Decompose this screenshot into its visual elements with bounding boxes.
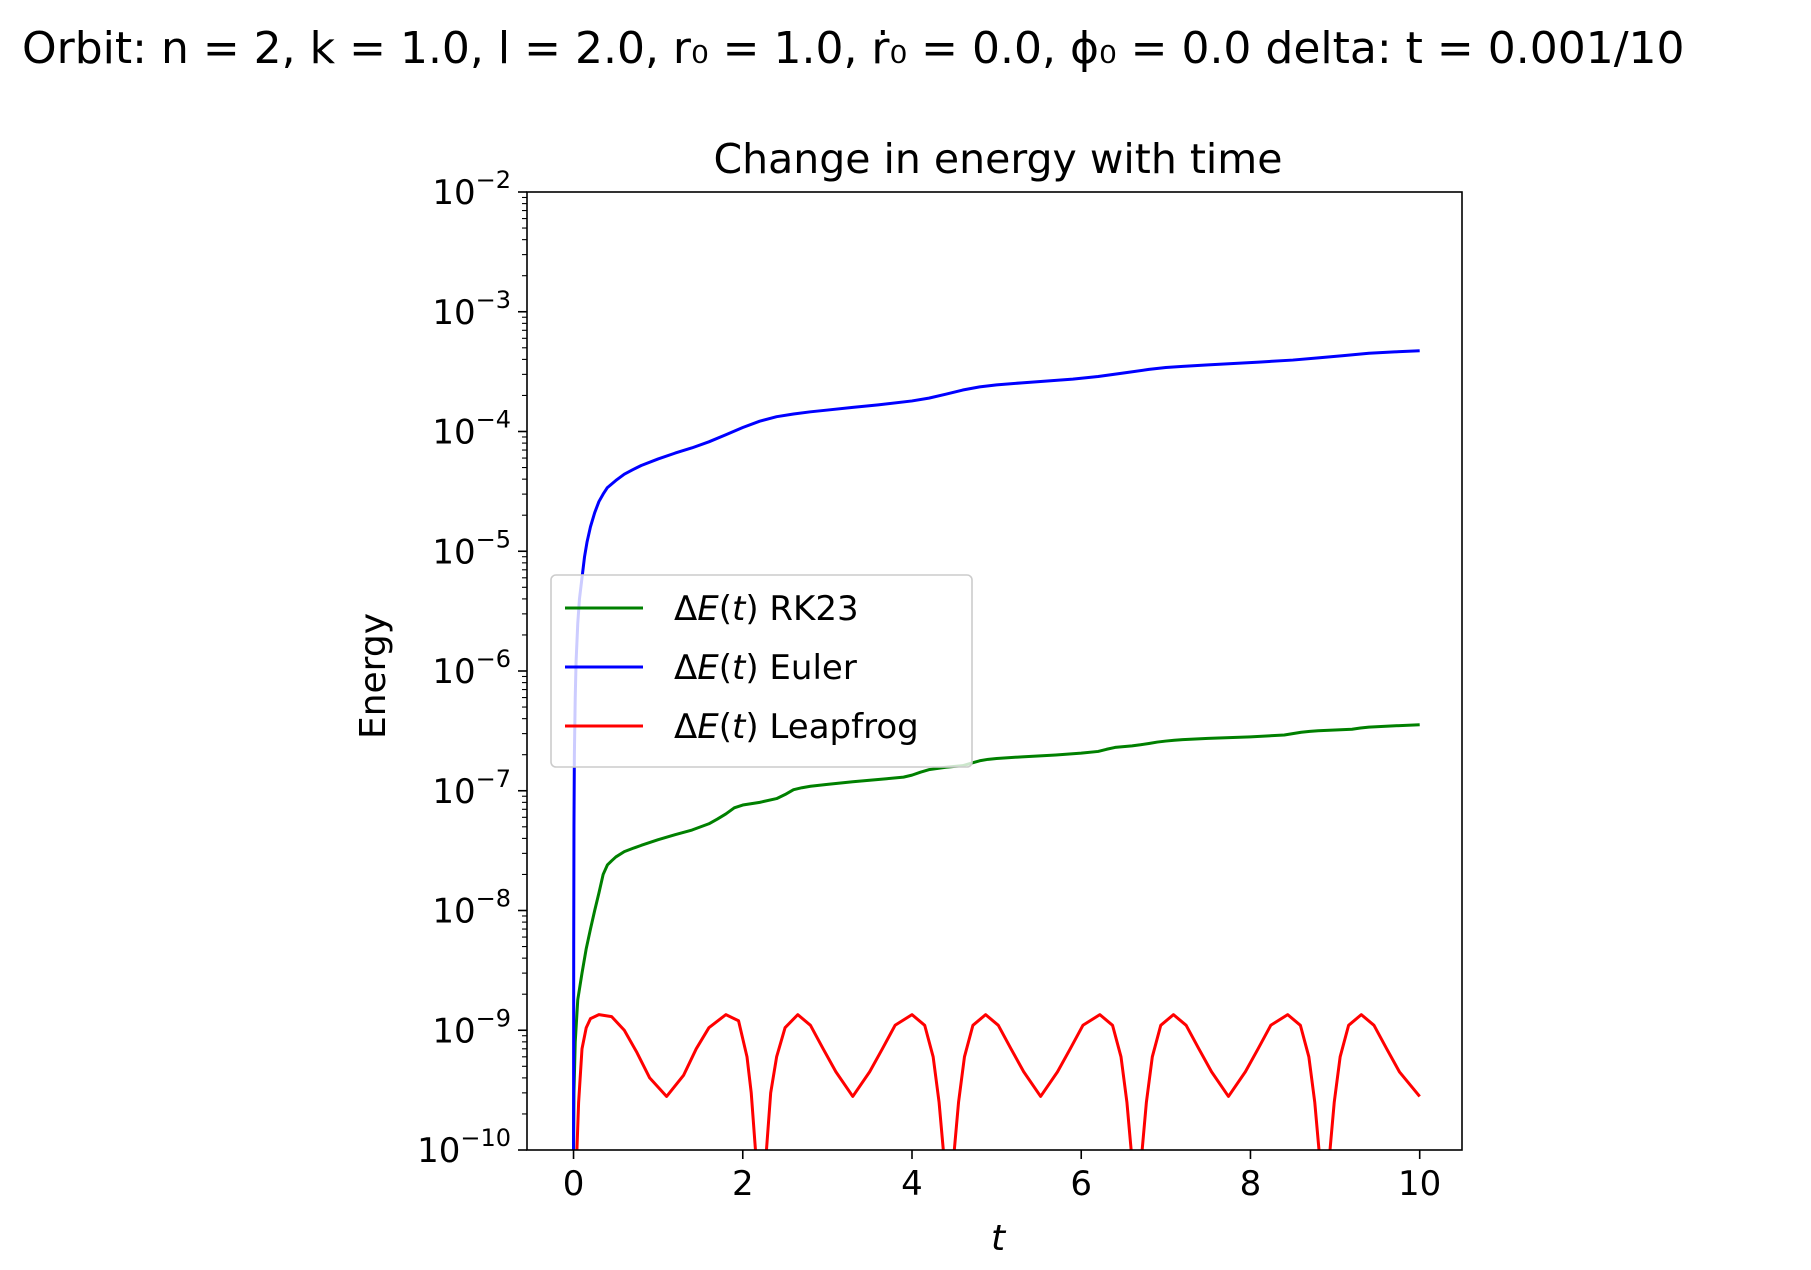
series-euler <box>572 349 1420 1150</box>
y-tick-label: 10−6 <box>432 645 511 692</box>
figure-suptitle: Orbit: n = 2, k = 1.0, l = 2.0, r₀ = 1.0… <box>22 23 1685 74</box>
series-line-leapfrog <box>575 1013 1421 1150</box>
plot-title: Change in energy with time <box>714 135 1283 183</box>
x-tick-label: 4 <box>901 1164 923 1204</box>
y-tick-label: 10−4 <box>432 406 511 453</box>
legend-entries: ΔE(t) RK23 ΔE(t) Euler ΔE(t) Leapfrog <box>565 589 919 747</box>
legend-label: ΔE(t) Leapfrog <box>674 707 919 747</box>
legend-label: ΔE(t) RK23 <box>674 589 859 629</box>
y-axis-label: Energy <box>353 613 394 739</box>
series-layer <box>572 349 1421 1150</box>
series-line-rk23 <box>572 723 1420 1150</box>
legend-entry-euler: ΔE(t) Euler <box>565 648 857 688</box>
legend-label: ΔE(t) Euler <box>674 648 857 688</box>
legend-box <box>550 574 973 768</box>
y-tick-label: 10−5 <box>432 525 511 572</box>
x-axis-label: t <box>991 1218 1007 1259</box>
series-rk23 <box>572 723 1420 1150</box>
plot-area: 0 2 4 6 8 10 10−1010−910−810−710−610−510−410−… <box>417 166 1463 1204</box>
y-tick-label: 10−2 <box>432 166 511 213</box>
x-tick-label: 6 <box>1070 1164 1092 1204</box>
x-tick-label: 2 <box>732 1164 754 1204</box>
x-axis: 0 2 4 6 8 10 <box>563 1150 1441 1204</box>
y-tick-label: 10−7 <box>432 765 511 812</box>
series-leapfrog <box>575 1013 1421 1150</box>
y-tick-label: 10−8 <box>432 885 511 932</box>
x-tick-label: 10 <box>1398 1164 1441 1204</box>
series-line-euler <box>572 349 1420 1150</box>
legend-entry-rk23: ΔE(t) RK23 <box>565 589 859 629</box>
y-tick-label: 10−3 <box>432 286 511 333</box>
y-axis: 10−10 10−9 10−8 10−7 10−6 10−5 10−4 10−3 10−2 <box>417 166 527 1171</box>
x-tick-label: 8 <box>1240 1164 1262 1204</box>
legend: ΔE(t) RK23 ΔE(t) Euler ΔE(t) Leapfrog <box>550 574 973 768</box>
y-tick-label: 10−9 <box>432 1004 511 1051</box>
x-tick-label: 0 <box>563 1164 585 1204</box>
legend-entry-leapfrog: ΔE(t) Leapfrog <box>565 707 919 747</box>
y-tick-label: 10−10 <box>417 1124 511 1171</box>
